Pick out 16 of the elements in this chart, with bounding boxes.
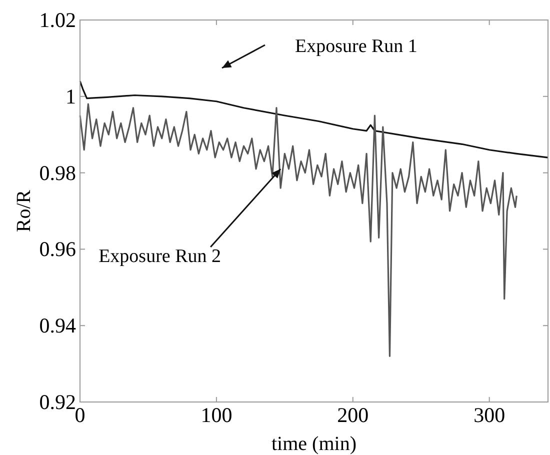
y-tick-label: 1.02	[39, 8, 76, 32]
y-tick-label: 0.98	[39, 160, 76, 185]
annotation: Exposure Run 1	[295, 36, 418, 57]
x-tick-label: 300	[474, 403, 506, 427]
y-tick-label: 0.96	[39, 237, 76, 262]
x-tick-label: 0	[74, 403, 86, 427]
y-tick-label: 1	[66, 84, 76, 108]
x-tick-label: 100	[200, 403, 232, 427]
y-tick-label: 0.94	[39, 314, 76, 338]
x-tick-label: 200	[337, 403, 369, 427]
y-tick-label: 0.92	[39, 390, 76, 414]
y-axis-title: Ro/R	[13, 189, 35, 232]
annotation: Exposure Run 2	[98, 246, 222, 267]
line-series	[79, 103, 518, 357]
line-series	[79, 80, 549, 158]
x-axis-title: time (min)	[272, 433, 356, 455]
